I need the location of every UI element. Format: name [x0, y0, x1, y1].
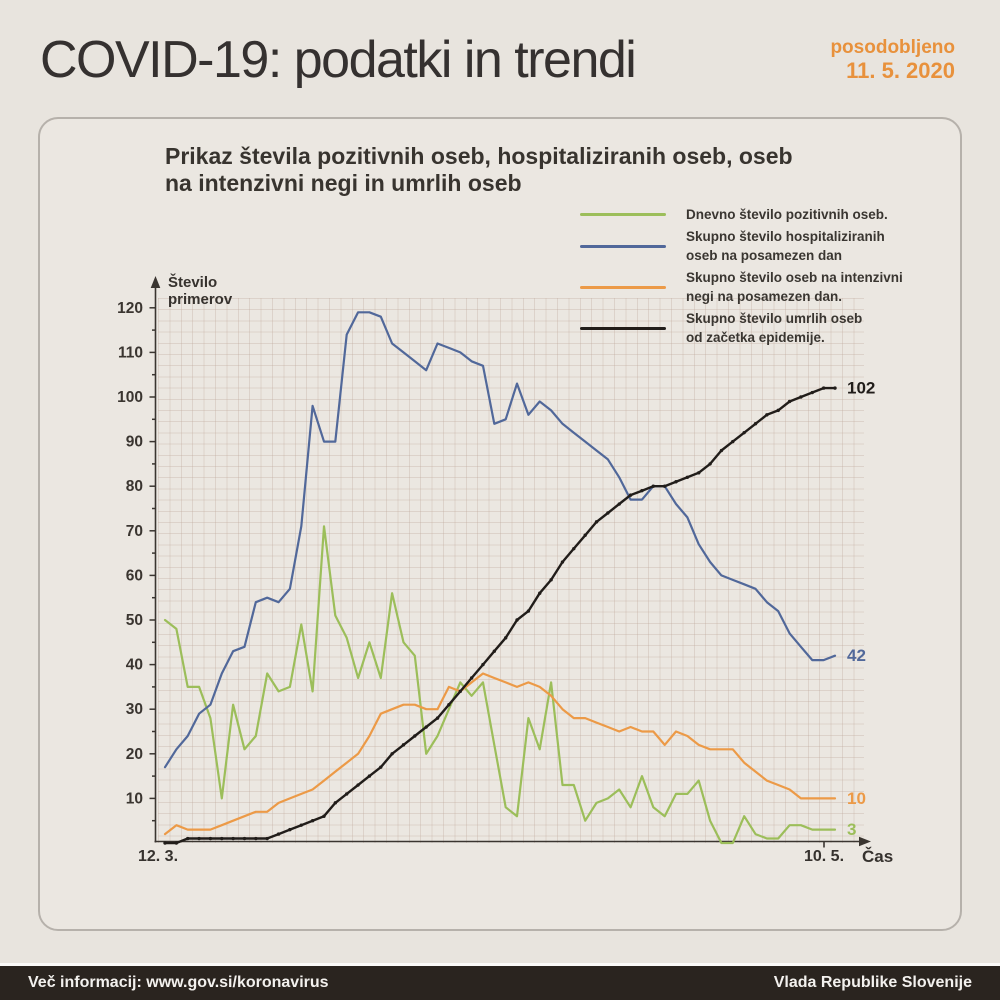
legend-item-hospitalized: Skupno število hospitaliziranih oseb na …	[580, 227, 960, 265]
chart-title-line1: Prikaz števila pozitivnih oseb, hospital…	[165, 143, 793, 169]
legend-item-icu: Skupno število oseb na intenzivni negi n…	[580, 268, 960, 306]
y-axis-title: Število primerov	[168, 274, 233, 308]
legend-swatch-blue	[580, 244, 666, 248]
legend-label: Dnevno število pozitivnih oseb.	[686, 207, 888, 222]
updated-label: posodobljeno	[830, 37, 955, 58]
legend-swatch-orange	[580, 285, 666, 289]
legend-label: Skupno število umrlih oseb	[686, 311, 863, 326]
legend-item-daily-positive: Dnevno število pozitivnih oseb.	[580, 205, 960, 224]
legend-label: oseb na posamezen dan	[686, 248, 843, 263]
legend-item-deaths: Skupno število umrlih oseb od začetka ep…	[580, 309, 960, 347]
x-tick-label-end: 10. 5.	[803, 848, 845, 865]
legend-label: Skupno število oseb na intenzivni	[686, 270, 903, 285]
updated-stamp: posodobljeno 11. 5. 2020	[830, 36, 955, 82]
chart-legend: Dnevno število pozitivnih oseb. Skupno š…	[580, 205, 960, 350]
footer-bar: Več informacij: www.gov.si/koronavirus V…	[0, 963, 1000, 1000]
chart-title-line2: na intenzivni negi in umrlih oseb	[165, 170, 522, 196]
chart-card: Prikaz števila pozitivnih oseb, hospital…	[38, 117, 962, 931]
updated-date: 11. 5. 2020	[846, 58, 955, 83]
legend-swatch-black	[580, 326, 666, 330]
legend-label: od začetka epidemije.	[686, 330, 825, 345]
footer-info-url: Več informacij: www.gov.si/koronavirus	[28, 974, 329, 991]
page-title: COVID-19: podatki in trendi	[40, 31, 637, 89]
legend-label: negi na posamezen dan.	[686, 289, 843, 304]
plot-grid	[158, 298, 864, 843]
x-tick-label-start: 12. 3.	[137, 848, 179, 865]
legend-swatch-green	[580, 213, 666, 216]
chart-title: Prikaz števila pozitivnih oseb, hospital…	[165, 143, 925, 197]
x-axis-title: Čas	[862, 847, 894, 866]
legend-label: Skupno število hospitaliziranih	[686, 229, 885, 244]
footer-org-name: Vlada Republike Slovenije	[773, 974, 972, 991]
